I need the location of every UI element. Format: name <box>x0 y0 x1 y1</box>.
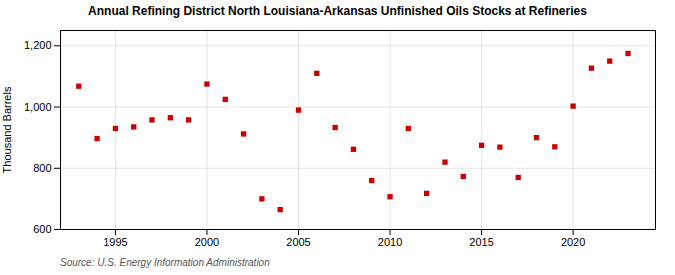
svg-text:2015: 2015 <box>469 236 493 248</box>
svg-text:800: 800 <box>33 162 51 174</box>
svg-text:600: 600 <box>33 223 51 235</box>
svg-text:Thousand Barrels: Thousand Barrels <box>1 86 13 173</box>
svg-text:2020: 2020 <box>561 236 585 248</box>
html-text:Annual Refining District North: Annual Refining District North Louisiana… <box>88 4 587 18</box>
svg-text:1,000: 1,000 <box>24 101 52 113</box>
html-text:Source: U.S. Energy Informatio: Source: U.S. Energy Information Administ… <box>60 257 270 268</box>
svg-text:2005: 2005 <box>286 236 310 248</box>
svg-text:1,200: 1,200 <box>24 39 52 51</box>
svg-text:1995: 1995 <box>103 236 127 248</box>
svg-text:2000: 2000 <box>195 236 219 248</box>
svg-text:2010: 2010 <box>378 236 402 248</box>
